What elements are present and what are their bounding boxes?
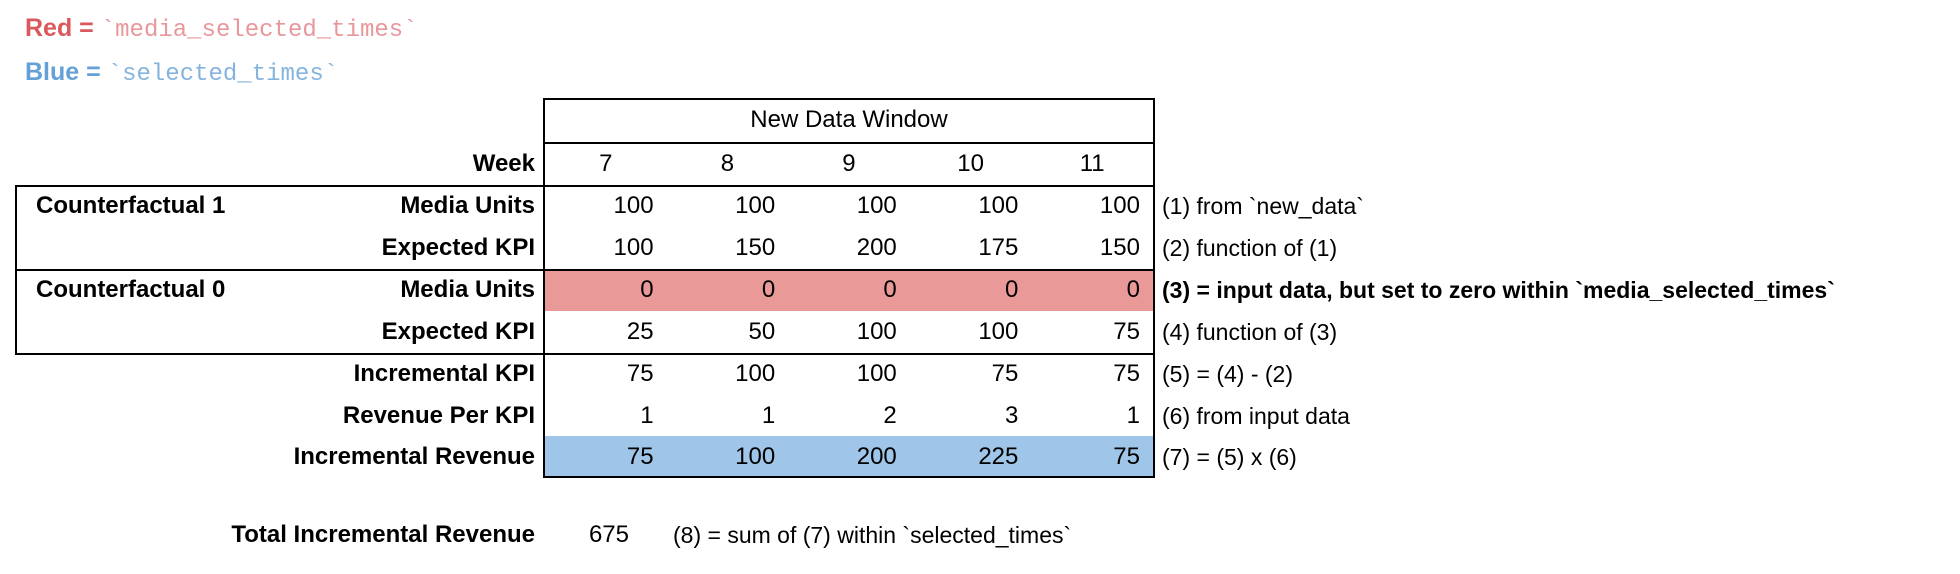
- table-cell: 100: [613, 234, 654, 261]
- table-cell: 225: [978, 443, 1019, 470]
- table-cell: 75: [991, 360, 1019, 387]
- table-row: 0 0 0 0 0: [545, 269, 1153, 311]
- week-cell: 7: [599, 150, 613, 177]
- table-cell: 100: [735, 443, 776, 470]
- media-selected-times-highlight: [545, 271, 1153, 311]
- annotation-7: (7) = (5) x (6): [1162, 444, 1297, 470]
- table-row: 25 50 100 100 75: [545, 311, 1153, 353]
- table-cell: 1: [640, 402, 654, 429]
- counterfactual-1-label: Counterfactual 1: [36, 192, 226, 219]
- week-cell: 11: [1079, 150, 1105, 177]
- table-cell: 100: [856, 360, 897, 387]
- table-cell: 75: [626, 360, 654, 387]
- week-cell: 9: [842, 150, 856, 177]
- table-cell: 175: [978, 234, 1019, 261]
- table-cell: 0: [1126, 276, 1140, 303]
- divider-below-week: [543, 185, 1155, 187]
- table-row: 100 100 100 100 100: [545, 185, 1153, 227]
- annotation-8: (8) = sum of (7) within `selected_times`: [673, 522, 1072, 548]
- table-cell: 100: [978, 318, 1019, 345]
- week-cell: 8: [720, 150, 735, 177]
- row-label: Incremental KPI: [353, 360, 535, 387]
- table-cell: 100: [856, 318, 897, 345]
- table-cell: 1: [761, 402, 776, 429]
- counterfactual-0-label: Counterfactual 0: [36, 276, 226, 303]
- table-cell: 25: [626, 318, 654, 345]
- table-cell: 75: [626, 443, 654, 470]
- table-row: 75 100 200 225 75: [545, 436, 1153, 478]
- row-label: Incremental Revenue: [293, 443, 535, 470]
- table-header: New Data Window: [750, 106, 948, 133]
- annotation-3: (3) = input data, but set to zero within…: [1162, 277, 1835, 303]
- legend-red-code: `media_selected_times`: [100, 17, 418, 44]
- table-row: 75 100 100 75 75: [545, 353, 1153, 395]
- week-cell: 10: [957, 150, 984, 177]
- annotation-2: (2) function of (1): [1162, 235, 1338, 261]
- legend-red-label: Red =: [25, 14, 94, 42]
- week-row-label: Week: [472, 150, 535, 177]
- table-cell: 75: [1113, 318, 1140, 345]
- legend-red: Red = `media_selected_times`: [25, 14, 418, 44]
- row-label: Media Units: [400, 192, 535, 219]
- table-cell: 0: [761, 276, 776, 303]
- table-cell: 3: [1005, 402, 1019, 429]
- divider-between-counterfactuals: [17, 269, 1153, 271]
- table-cell: 100: [856, 192, 897, 219]
- table-cell: 100: [978, 192, 1019, 219]
- annotation-6: (6) from input data: [1162, 403, 1350, 429]
- table-cell: 75: [1113, 360, 1140, 387]
- table-cell: 200: [856, 234, 897, 261]
- table-cell: 0: [1005, 276, 1019, 303]
- table-cell: 200: [856, 443, 897, 470]
- week-row: 7 8 9 10 11: [545, 142, 1153, 185]
- table-cell: 1: [1126, 402, 1140, 429]
- table-row: 1 1 2 3 1: [545, 395, 1153, 436]
- legend-blue-label: Blue =: [25, 58, 101, 86]
- table-cell: 100: [1099, 192, 1140, 219]
- row-label: Expected KPI: [381, 234, 535, 261]
- table-cell: 100: [613, 192, 654, 219]
- table-row: 100 150 200 175 150: [545, 227, 1153, 269]
- row-label: Revenue Per KPI: [342, 402, 535, 429]
- divider-below-header: [543, 142, 1155, 144]
- selected-times-highlight: [545, 436, 1153, 476]
- table-cell: 75: [1113, 443, 1140, 470]
- total-label: Total Incremental Revenue: [231, 521, 535, 548]
- table-cell: 2: [883, 402, 897, 429]
- legend-blue-code: `selected_times`: [107, 61, 339, 88]
- divider-below-counterfactual0: [543, 353, 1155, 355]
- table-cell: 0: [640, 276, 654, 303]
- table-cell: 150: [1099, 234, 1140, 261]
- row-label: Media Units: [400, 276, 535, 303]
- total-value: 675: [588, 521, 629, 548]
- table-cell: 100: [735, 192, 776, 219]
- legend-blue: Blue = `selected_times`: [25, 58, 338, 88]
- annotation-4: (4) function of (3): [1162, 319, 1338, 345]
- annotation-5: (5) = (4) - (2): [1162, 361, 1293, 387]
- table-cell: 0: [883, 276, 897, 303]
- annotation-1: (1) from `new_data`: [1162, 193, 1364, 219]
- table-cell: 50: [748, 318, 776, 345]
- row-label: Expected KPI: [381, 318, 535, 345]
- table-cell: 150: [735, 234, 776, 261]
- table-cell: 100: [735, 360, 776, 387]
